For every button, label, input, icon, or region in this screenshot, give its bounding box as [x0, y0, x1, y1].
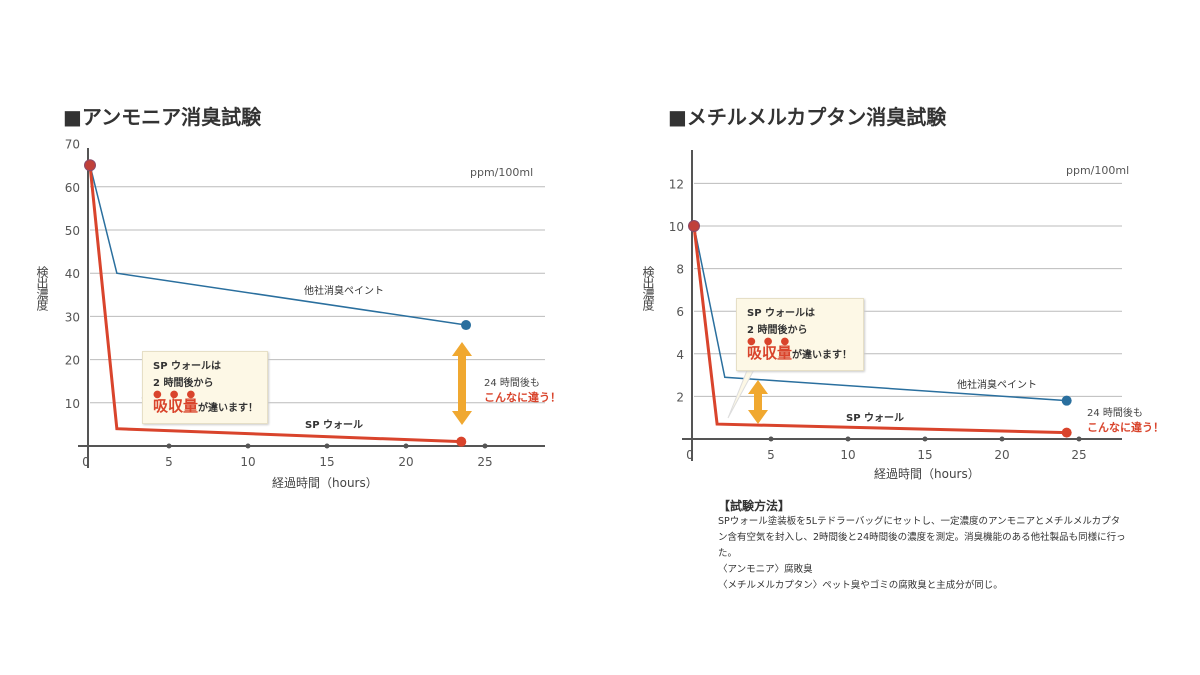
y-tick-label: 10	[65, 397, 80, 411]
series-label-sp-wall: SP ウォール	[305, 420, 364, 431]
y-tick-label: 60	[65, 181, 80, 195]
x-axis-label: 経過時間（hours）	[874, 467, 980, 481]
series-line-sp-wall	[692, 225, 1067, 435]
y-tick-label: 70	[65, 138, 80, 152]
y-tick-label: 20	[65, 354, 80, 368]
callout-line2: 2 時間後から	[153, 378, 214, 389]
y-tick-label: 10	[669, 220, 684, 234]
difference-arrow-icon	[748, 380, 768, 424]
method-mercaptan: 〈メチルメルカプタン〉ペット臭やゴミの腐敗臭と主成分が同じ。	[718, 580, 1003, 591]
chart-title-ammonia: ■アンモニア消臭試験	[63, 105, 262, 129]
series-label-sp-wall: SP ウォール	[846, 413, 905, 424]
unit-label: ppm/100ml	[1066, 164, 1130, 177]
callout-line1: SP ウォールは	[153, 361, 222, 372]
x-tick-dot	[1076, 436, 1082, 442]
chart-title-methyl-mercaptan: ■メチルメルカプタン消臭試験	[668, 105, 947, 129]
unit-label: ppm/100ml	[470, 166, 534, 179]
emphasis-dots: ●●●	[153, 389, 204, 400]
x-tick-dot	[166, 443, 172, 449]
data-point-start	[84, 159, 96, 172]
x-tick-label: 25	[1071, 448, 1086, 462]
x-tick-dot	[482, 443, 488, 449]
x-tick-dot	[245, 443, 251, 449]
y-tick-label: 40	[65, 267, 80, 281]
x-tick-dot	[999, 436, 1005, 442]
note-line2: こんなに違う！	[1087, 421, 1164, 434]
x-tick-label: 10	[240, 455, 255, 469]
series-label-competitor: 他社消臭ペイント	[957, 380, 1037, 391]
x-tick-label: 15	[319, 455, 334, 469]
y-axis-label: 検出濃度	[35, 266, 49, 310]
y-tick-label: 50	[65, 224, 80, 238]
data-point-24h	[456, 436, 467, 447]
method-text: SPウォール塗装板を5Lテドラーバッグにセットし、一定濃度のアンモニアとメチルメ…	[718, 516, 1126, 559]
y-tick-label: 8	[676, 263, 684, 277]
x-tick-dot	[768, 436, 774, 442]
series-line-sp-wall	[88, 165, 462, 444]
x-tick-dot	[845, 436, 851, 442]
x-tick-dot	[922, 436, 928, 442]
y-tick-label: 12	[669, 177, 684, 191]
x-tick-label: 20	[398, 455, 413, 469]
difference-arrow-icon	[452, 342, 472, 425]
data-point-24h	[1061, 427, 1072, 438]
callout-rest: が違います！	[792, 350, 853, 361]
x-tick-label: 5	[767, 448, 775, 462]
callout-highlight: 吸収量	[153, 397, 199, 415]
emphasis-dots: ●●●	[747, 336, 798, 347]
test-method: 【試験方法】 SPウォール塗装板を5Lテドラーバッグにセットし、一定濃度のアンモ…	[718, 497, 1128, 594]
callout-box: SP ウォールは 2 時間後から ●●● 吸収量が違います！	[736, 298, 864, 371]
callout-line1: SP ウォールは	[747, 308, 816, 319]
x-axis-label: 経過時間（hours）	[272, 476, 378, 490]
y-axis-label: 検出濃度	[641, 266, 655, 310]
y-tick-label: 2	[676, 390, 684, 404]
callout-line2: 2 時間後から	[747, 325, 808, 336]
note-24h: 24 時間後も こんなに違う！	[1087, 404, 1164, 435]
x-tick-label: 0	[82, 455, 90, 469]
note-line1: 24 時間後も	[484, 378, 540, 389]
x-tick-label: 20	[994, 448, 1009, 462]
data-point-24h	[1061, 395, 1072, 406]
y-tick-label: 4	[676, 348, 684, 362]
x-tick-label: 5	[165, 455, 173, 469]
note-line2: こんなに違う！	[484, 391, 561, 404]
x-tick-dot	[403, 443, 409, 449]
series-label-competitor: 他社消臭ペイント	[304, 286, 384, 297]
x-tick-dot	[324, 443, 330, 449]
y-tick-label: 30	[65, 310, 80, 324]
method-ammonia: 〈アンモニア〉腐敗臭	[718, 564, 813, 575]
y-tick-label: 6	[676, 305, 684, 319]
callout-box: SP ウォールは 2 時間後から ●●● 吸収量が違います！	[142, 351, 268, 424]
series-line-competitor	[693, 225, 1067, 402]
callout-rest: が違います！	[198, 403, 259, 414]
note-line1: 24 時間後も	[1087, 408, 1143, 419]
x-tick-label: 10	[840, 448, 855, 462]
callout-highlight: 吸収量	[747, 344, 793, 362]
data-point-start	[688, 220, 700, 232]
x-tick-label: 0	[686, 448, 694, 462]
data-point-24h	[461, 320, 472, 331]
x-tick-label: 25	[477, 455, 492, 469]
note-24h: 24 時間後も こんなに違う！	[484, 374, 561, 405]
series-line-competitor	[89, 165, 467, 326]
method-title: 【試験方法】	[718, 499, 791, 513]
x-tick-label: 15	[917, 448, 932, 462]
